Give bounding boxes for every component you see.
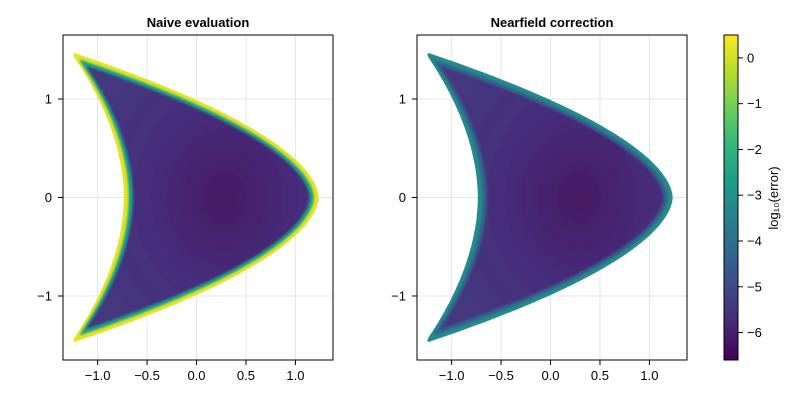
colorbar-label: log₁₀(error): [766, 166, 781, 229]
error-field: [427, 53, 673, 342]
y-tick-label: 1: [45, 92, 52, 107]
colorbar-tick-label: −1: [747, 96, 762, 111]
x-tick-label: −1.0: [439, 368, 465, 383]
x-axis-ticks: −1.0 −0.5 0.0 0.5 1.0: [85, 360, 304, 383]
interior-region: [440, 66, 664, 329]
y-tick-label: 1: [399, 92, 406, 107]
colorbar-tick-label: −6: [747, 325, 762, 340]
panel-nearfield-correction: Nearfield correction −1.0 −0.5 0.0 0.5 1.0 1…: [391, 15, 688, 383]
y-tick-label: 0: [45, 190, 52, 205]
colorbar-tick-label: −4: [747, 233, 762, 248]
y-axis-ticks: 1 0 −1: [37, 92, 63, 303]
colorbar-bar: [723, 34, 739, 361]
x-tick-label: 1.0: [286, 368, 304, 383]
x-tick-label: 0.5: [237, 368, 255, 383]
x-axis-ticks: −1.0 −0.5 0.0 0.5 1.0: [439, 360, 658, 383]
y-tick-label: 0: [399, 190, 406, 205]
colorbar-tick-label: −2: [747, 142, 762, 157]
colorbar-tick-label: −5: [747, 279, 762, 294]
colorbar-ticks: 0 −1 −2 −3 −4 −5 −6: [738, 50, 762, 340]
x-tick-label: −1.0: [85, 368, 111, 383]
x-tick-label: 0.0: [541, 368, 559, 383]
colorbar-tick-label: −3: [747, 188, 762, 203]
colorbar: 0 −1 −2 −3 −4 −5 −6 log₁₀(error): [723, 34, 781, 361]
error-field: [73, 53, 319, 342]
x-tick-label: −0.5: [134, 368, 160, 383]
x-tick-label: 1.0: [640, 368, 658, 383]
panel-title: Nearfield correction: [491, 15, 614, 30]
colorbar-tick-label: 0: [747, 50, 754, 65]
y-tick-label: −1: [391, 288, 406, 303]
y-axis-ticks: 1 0 −1: [391, 92, 417, 303]
x-tick-label: 0.0: [187, 368, 205, 383]
x-tick-label: −0.5: [488, 368, 514, 383]
y-tick-label: −1: [37, 288, 52, 303]
panel-title: Naive evaluation: [147, 15, 250, 30]
interior-region: [86, 66, 310, 329]
panel-naive-evaluation: Naive evaluation −1.0 −0.5 0.0 0.5 1.0 1 0 −1: [37, 15, 334, 383]
x-tick-label: 0.5: [591, 368, 609, 383]
